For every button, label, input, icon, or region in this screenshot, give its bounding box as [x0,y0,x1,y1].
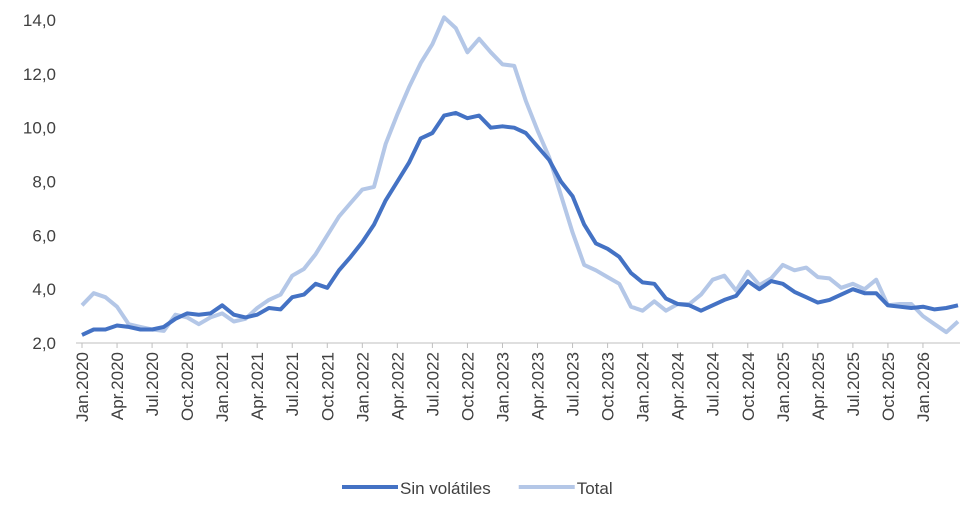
x-tick-label: Oct.2024 [739,352,758,421]
x-tick-label: Jan.2021 [213,352,232,422]
x-tick-label: Apr.2021 [248,352,267,420]
y-tick-label: 12,0 [23,65,56,84]
x-tick-label: Jul.2021 [283,352,302,416]
x-tick-label: Jan.2026 [914,352,933,422]
x-tick-label: Apr.2025 [809,352,828,420]
x-tick-label: Oct.2020 [178,352,197,421]
y-tick-label: 4,0 [32,280,56,299]
y-tick-label: 2,0 [32,334,56,353]
x-tick-label: Oct.2022 [458,352,477,421]
x-tick-label: Jul.2020 [143,352,162,416]
legend-label: Sin volátiles [400,479,491,498]
x-tick-label: Jan.2025 [774,352,793,422]
legend-label: Total [577,479,613,498]
x-tick-label: Oct.2023 [599,352,618,421]
x-tick-label: Jul.2024 [704,352,723,416]
x-tick-label: Jan.2020 [73,352,92,422]
series-line [80,15,960,335]
x-tick-label: Jan.2022 [353,352,372,422]
x-tick-label: Apr.2022 [388,352,407,420]
x-tick-label: Apr.2023 [529,352,548,420]
x-tick-label: Oct.2025 [879,352,898,421]
y-tick-label: 14,0 [23,11,56,30]
y-tick-label: 10,0 [23,119,56,138]
x-tick-label: Jan.2024 [634,352,653,422]
series-line [81,110,959,337]
x-tick-label: Apr.2024 [669,352,688,420]
y-tick-label: 8,0 [32,173,56,192]
x-tick-label: Jul.2025 [844,352,863,416]
y-tick-label: 6,0 [32,226,56,245]
x-tick-label: Jul.2023 [564,352,583,416]
x-tick-label: Jul.2022 [423,352,442,416]
x-tick-label: Apr.2020 [108,352,127,420]
x-tick-label: Oct.2021 [318,352,337,421]
x-tick-label: Jan.2023 [493,352,512,422]
